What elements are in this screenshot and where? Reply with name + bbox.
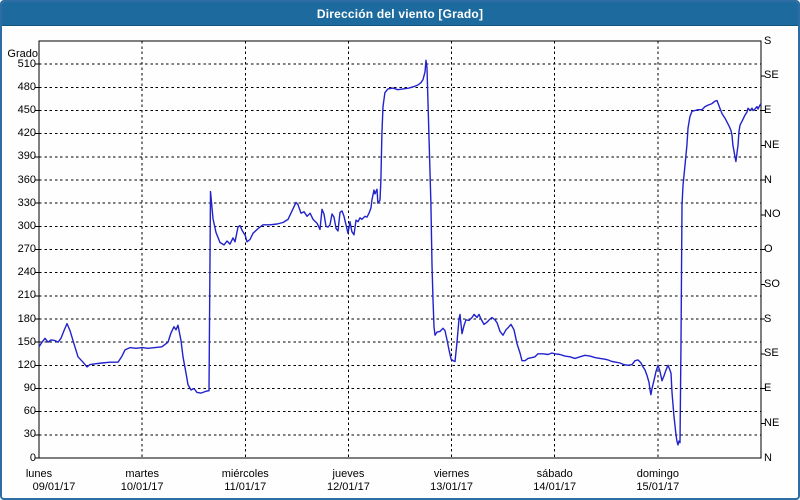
y-right-compass-label: N	[764, 451, 772, 464]
y-left-tick-label: 390	[17, 150, 36, 163]
y-right-compass-label: SE	[764, 347, 779, 360]
y-left-tick-label: 60	[23, 405, 36, 418]
day-date: 13/01/17	[430, 481, 473, 493]
plot-border	[38, 40, 762, 459]
day-date: 10/01/17	[120, 481, 164, 493]
day-date: 11/01/17	[224, 481, 267, 493]
y-left-tick-label: 120	[17, 358, 36, 371]
day-date: 14/01/17	[533, 481, 577, 493]
x-axis-day-label: sábado 14/01/17	[533, 468, 576, 494]
y-right-compass-label: NE	[764, 416, 780, 429]
y-left-tick-label: 210	[17, 289, 36, 302]
y-right-compass-label: O	[764, 243, 773, 255]
y-left-tick-label: 300	[17, 219, 36, 232]
title-bar: Dirección del viento [Grado]	[2, 2, 798, 26]
y-left-tick-label: 360	[17, 173, 36, 186]
x-axis-day-label: domingo 15/01/17	[636, 468, 679, 494]
plot-area	[35, 40, 765, 459]
y-left-tick-label: 180	[17, 312, 36, 325]
day-name: domingo	[636, 468, 679, 480]
y-right-compass-label: SO	[764, 277, 780, 290]
y-left-tick-label: 330	[17, 196, 36, 209]
x-axis-day-label: miércoles 11/01/17	[222, 468, 269, 494]
day-name: martes	[125, 468, 159, 480]
y-right-compass-label: NE	[764, 138, 780, 151]
day-date: 15/01/17	[636, 481, 680, 493]
x-axis-day-label: jueves 12/01/17	[327, 468, 370, 494]
y-right-compass-label: E	[764, 382, 772, 394]
y-right-compass-label: SE	[764, 69, 779, 82]
y-left-tick-label: 0	[29, 451, 36, 464]
chart-title: Dirección del viento [Grado]	[316, 6, 484, 21]
y-left-tick-label: 150	[17, 335, 36, 348]
x-axis-day-label: martes 10/01/17	[121, 468, 164, 494]
day-date: 09/01/17	[32, 481, 76, 493]
y-right-compass-label: S	[764, 34, 772, 47]
y-left-tick-label: 420	[17, 127, 36, 140]
day-date: 12/01/17	[327, 481, 370, 493]
x-axis-day-label: lunes 09/01/17	[18, 468, 76, 494]
day-name: lunes	[25, 468, 53, 480]
day-name: viernes	[433, 468, 470, 480]
y-right-compass-label: S	[764, 312, 772, 325]
day-name: miércoles	[221, 468, 269, 480]
y-right-compass-label: NO	[764, 208, 781, 221]
day-name: jueves	[332, 468, 365, 480]
y-right-compass-label: N	[764, 173, 772, 186]
y-left-tick-label: 30	[23, 428, 36, 441]
y-left-tick-label: 480	[17, 80, 36, 93]
y-axis-unit-label: Grado	[7, 48, 38, 60]
y-left-tick-label: 240	[17, 266, 36, 279]
y-left-tick-label: 270	[17, 243, 36, 255]
x-axis-day-label: viernes 13/01/17	[430, 468, 473, 494]
wind-direction-line	[38, 59, 762, 446]
y-left-tick-label: 450	[17, 104, 36, 116]
y-right-compass-label: E	[764, 104, 772, 116]
day-name: sábado	[536, 468, 573, 480]
y-left-tick-label: 510	[17, 57, 36, 70]
y-left-tick-label: 90	[23, 382, 36, 394]
